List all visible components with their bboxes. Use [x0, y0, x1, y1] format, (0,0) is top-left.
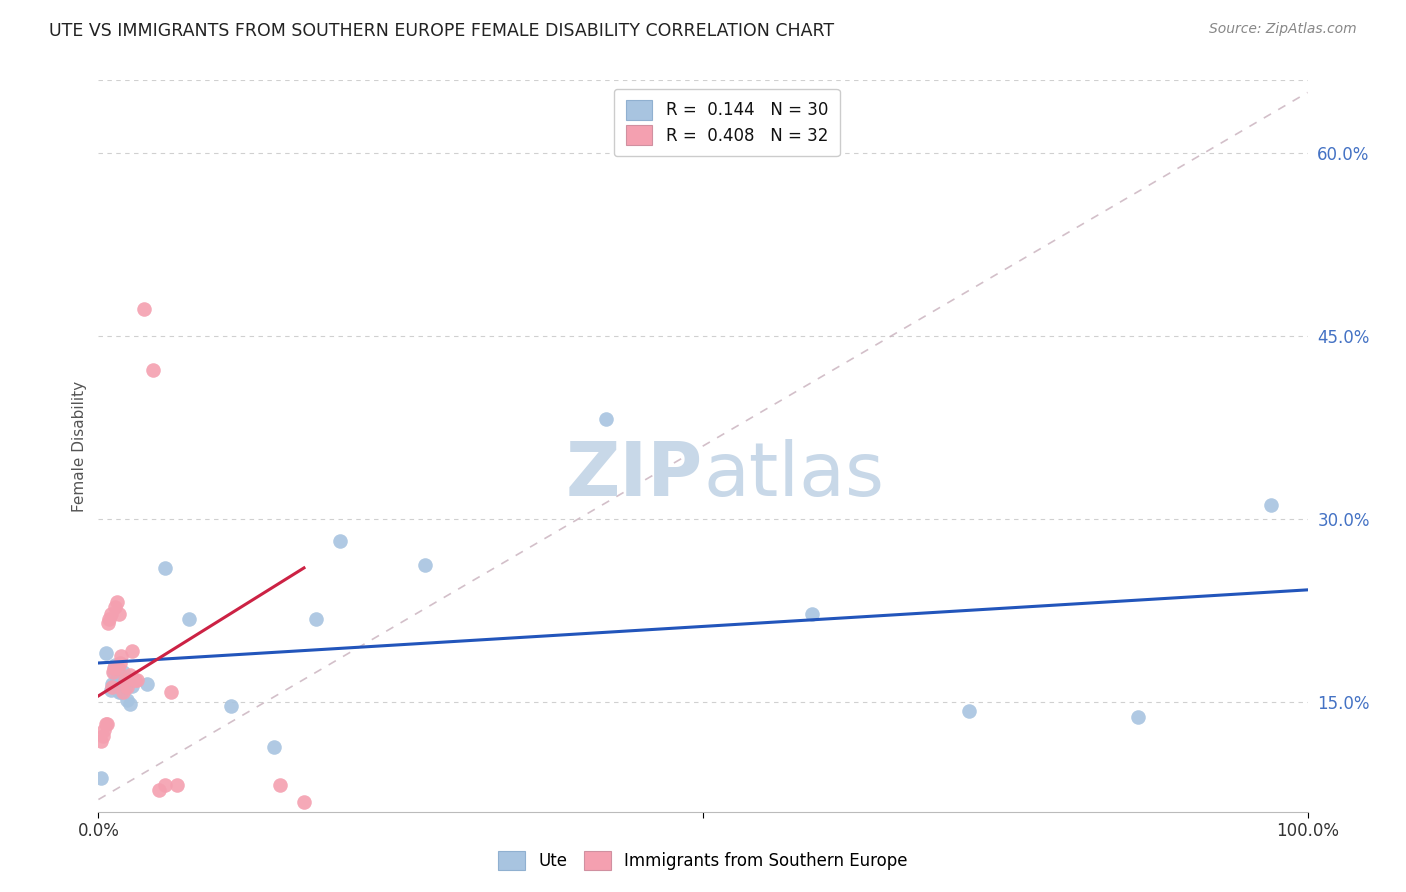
Point — [93, 723, 115, 737]
Text: ZIP: ZIP — [565, 439, 703, 512]
Point — [105, 595, 128, 609]
Point — [305, 612, 328, 626]
Point — [166, 778, 188, 792]
Point — [269, 778, 291, 792]
Point — [107, 661, 129, 675]
Point — [97, 615, 120, 630]
Point — [413, 558, 436, 573]
Point — [595, 412, 617, 426]
Point — [292, 795, 315, 809]
Point — [117, 681, 139, 695]
Point — [104, 658, 127, 673]
Y-axis label: Female Disability: Female Disability — [72, 380, 87, 512]
Point — [94, 717, 117, 731]
Point — [111, 665, 134, 679]
Point — [101, 665, 124, 679]
Legend: R =  0.144   N = 30, R =  0.408   N = 32: R = 0.144 N = 30, R = 0.408 N = 32 — [614, 88, 839, 156]
Point — [142, 363, 165, 377]
Point — [90, 734, 112, 748]
Point — [160, 685, 183, 699]
Point — [1260, 498, 1282, 512]
Point — [114, 681, 136, 695]
Point — [127, 673, 149, 687]
Point — [221, 698, 243, 713]
Point — [107, 679, 129, 693]
Point — [153, 778, 176, 792]
Point — [110, 685, 132, 699]
Point — [114, 673, 136, 687]
Point — [957, 704, 980, 718]
Point — [800, 607, 823, 622]
Point — [124, 673, 146, 687]
Point — [90, 771, 112, 785]
Point — [103, 665, 125, 679]
Point — [110, 648, 132, 663]
Point — [148, 782, 170, 797]
Point — [121, 679, 143, 693]
Point — [104, 599, 127, 614]
Point — [103, 661, 125, 675]
Point — [118, 668, 141, 682]
Point — [135, 677, 157, 691]
Point — [121, 644, 143, 658]
Text: atlas: atlas — [703, 439, 884, 512]
Point — [108, 656, 131, 670]
Text: UTE VS IMMIGRANTS FROM SOUTHERN EUROPE FEMALE DISABILITY CORRELATION CHART: UTE VS IMMIGRANTS FROM SOUTHERN EUROPE F… — [49, 22, 834, 40]
Point — [1128, 709, 1150, 723]
Point — [263, 740, 285, 755]
Point — [105, 673, 128, 687]
Point — [179, 612, 201, 626]
Point — [153, 561, 176, 575]
Point — [118, 698, 141, 712]
Point — [100, 682, 122, 697]
Point — [108, 668, 131, 682]
Point — [134, 302, 156, 317]
Text: Source: ZipAtlas.com: Source: ZipAtlas.com — [1209, 22, 1357, 37]
Point — [98, 612, 121, 626]
Point — [100, 677, 122, 691]
Point — [111, 685, 134, 699]
Point — [100, 607, 122, 622]
Point — [94, 646, 117, 660]
Point — [108, 607, 131, 622]
Point — [101, 681, 124, 695]
Point — [100, 681, 122, 695]
Point — [108, 685, 131, 699]
Point — [329, 534, 352, 549]
Point — [117, 692, 139, 706]
Point — [96, 717, 118, 731]
Point — [91, 729, 114, 743]
Legend: Ute, Immigrants from Southern Europe: Ute, Immigrants from Southern Europe — [492, 844, 914, 877]
